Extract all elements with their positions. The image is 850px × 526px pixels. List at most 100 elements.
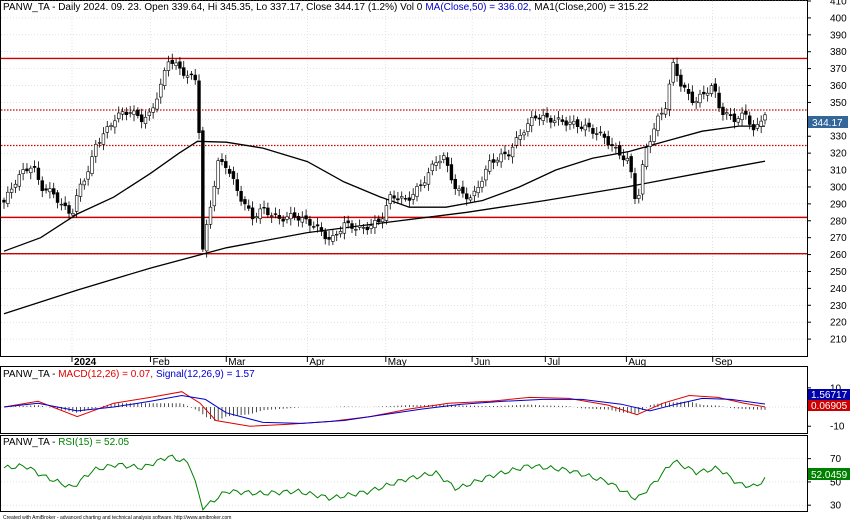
bullish-candle	[694, 101, 698, 104]
bearish-candle	[621, 155, 626, 161]
bullish-candle	[514, 137, 519, 146]
signal-value-label: 1.56717	[811, 390, 848, 401]
bullish-candle	[117, 112, 121, 120]
price-tick-label: 400	[830, 13, 847, 24]
price-tick-label: 280	[830, 216, 847, 227]
bullish-candle	[552, 120, 557, 123]
bullish-candle	[48, 188, 52, 193]
date-tick-label: May	[388, 357, 407, 368]
bullish-candle	[90, 156, 94, 174]
bearish-candle	[227, 168, 232, 174]
bearish-candle	[323, 231, 327, 240]
price-tick-label: 220	[830, 318, 847, 329]
bearish-candle	[243, 199, 247, 205]
bullish-candle	[384, 205, 389, 221]
macd-line	[3, 391, 766, 427]
bullish-candle	[105, 126, 109, 133]
date-tick-label: 2024	[74, 357, 97, 368]
bearish-candle	[686, 89, 691, 94]
rsi-indicator: 70 50 30	[1, 454, 842, 512]
rsi-header-prefix: PANW_TA -	[3, 437, 58, 448]
bearish-candle	[675, 63, 679, 76]
ma50-header: MA(Close,50) = 336.02,	[425, 2, 531, 13]
price-axis: 210 220 230 240 250 260 270 280 290 300 310 320 330 3…	[807, 0, 847, 346]
bullish-candle	[13, 183, 18, 188]
price-tick-label: 380	[830, 47, 847, 58]
price-tick-label: 250	[830, 267, 847, 278]
bearish-candle	[193, 74, 197, 81]
bearish-candle	[419, 184, 423, 186]
bullish-candle	[258, 208, 262, 219]
bullish-candle	[388, 194, 392, 204]
bullish-candle	[17, 174, 21, 187]
bearish-candle	[67, 205, 71, 214]
bullish-candle	[97, 142, 102, 144]
bearish-candle	[533, 115, 538, 119]
bullish-candle	[526, 123, 530, 132]
bearish-candle	[239, 191, 243, 202]
bearish-candle	[52, 188, 56, 195]
bullish-candle	[342, 222, 347, 234]
macd-header-prefix: PANW_TA -	[3, 369, 58, 380]
bearish-candle	[679, 74, 683, 87]
macd-label-bg	[808, 400, 850, 411]
bullish-candle	[763, 114, 767, 121]
bearish-candle	[220, 159, 224, 162]
rsi-pane	[0, 435, 808, 512]
bearish-candle	[633, 173, 637, 199]
bullish-candle	[568, 121, 572, 125]
bullish-candle	[357, 225, 362, 228]
bearish-candle	[365, 226, 369, 231]
bullish-candle	[495, 159, 500, 163]
ma200-line	[3, 160, 766, 315]
bullish-candle	[113, 120, 117, 128]
bearish-candle	[721, 106, 725, 115]
bearish-candle	[296, 215, 301, 221]
bullish-candle	[656, 115, 660, 131]
bullish-candle	[285, 216, 289, 220]
bullish-candle	[74, 195, 79, 212]
bullish-candle	[155, 98, 159, 110]
bullish-candle	[598, 131, 603, 134]
bullish-candle	[174, 62, 178, 66]
bullish-candle	[709, 85, 714, 94]
bearish-candle	[315, 224, 320, 227]
bearish-candle	[304, 215, 308, 220]
price-tick-label: 260	[830, 250, 847, 261]
bullish-candle	[185, 75, 190, 78]
bullish-candle	[400, 196, 404, 199]
bearish-candle	[377, 218, 381, 223]
bullish-candle	[499, 153, 503, 163]
bullish-candle	[487, 160, 492, 172]
bearish-candle	[545, 112, 549, 118]
bearish-candle	[591, 128, 595, 134]
price-tick-label: 390	[830, 30, 847, 41]
rsi-header: PANW_TA - RSI(15) = 52.05	[3, 437, 130, 448]
bullish-candle	[6, 191, 10, 204]
bearish-candle	[182, 67, 186, 76]
bullish-candle	[29, 167, 33, 174]
bearish-candle	[312, 226, 316, 228]
bearish-candle	[610, 144, 614, 147]
signal-line	[3, 394, 766, 424]
bearish-candle	[595, 133, 599, 135]
bearish-candle	[445, 157, 450, 166]
price-tick-label: 330	[830, 132, 847, 143]
rsi-line	[3, 454, 766, 511]
date-tick-label: Sep	[715, 357, 733, 368]
bullish-candle	[143, 116, 148, 125]
bearish-candle	[732, 113, 737, 123]
bearish-candle	[262, 207, 266, 209]
bearish-candle	[273, 213, 278, 215]
bullish-candle	[637, 195, 641, 199]
price-header: PANW_TA - Daily 2024. 09. 23. Open 339.6…	[3, 2, 649, 13]
bullish-candle	[216, 160, 220, 189]
bearish-candle	[702, 91, 706, 95]
bearish-candle	[449, 164, 454, 181]
bullish-candle	[652, 128, 656, 142]
bearish-candle	[617, 145, 622, 156]
bullish-candle	[480, 181, 484, 188]
bearish-candle	[453, 178, 457, 189]
